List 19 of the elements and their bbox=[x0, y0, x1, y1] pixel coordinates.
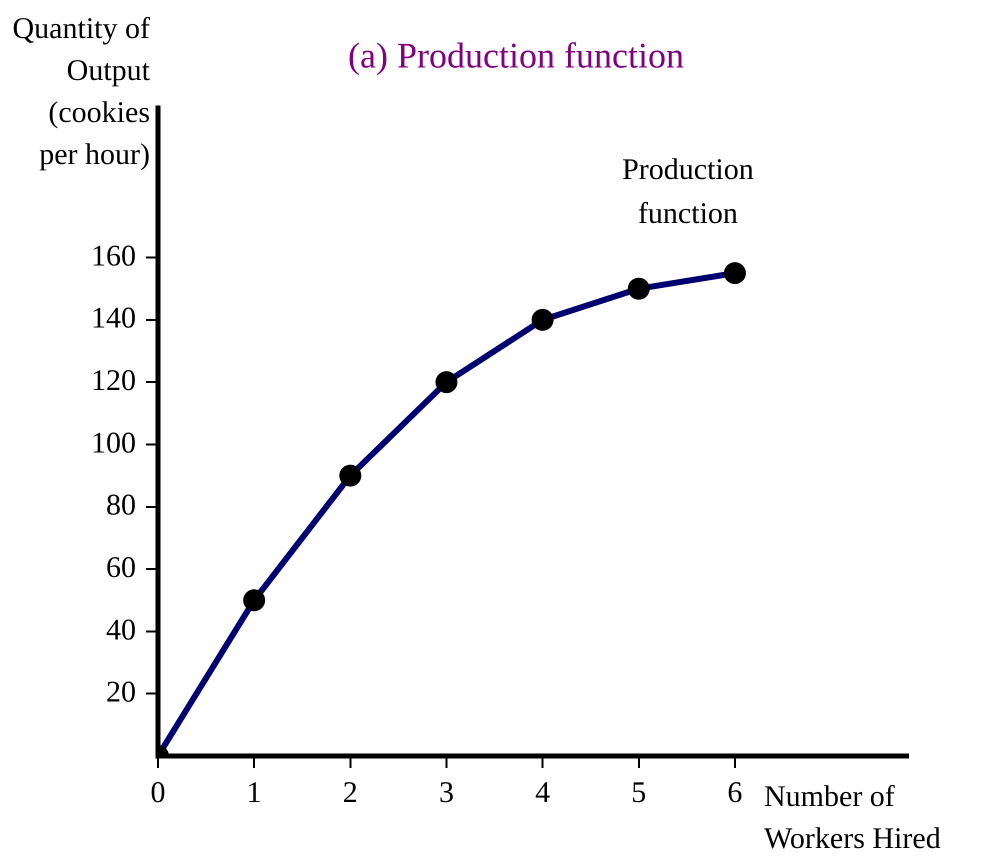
x-tick-label: 3 bbox=[438, 776, 454, 809]
y-tick-label: 120 bbox=[91, 364, 136, 398]
x-tick-label: 1 bbox=[246, 776, 262, 809]
y-tick-label: 140 bbox=[91, 302, 136, 335]
chart-title: (a) Production function bbox=[348, 35, 684, 76]
y-tick-label: 80 bbox=[106, 488, 136, 522]
x-tick-label: 2 bbox=[342, 776, 358, 809]
x-tick-label: 5 bbox=[631, 776, 646, 809]
y-tick-label: 160 bbox=[91, 239, 136, 272]
y-tick-label: 40 bbox=[106, 613, 136, 646]
x-tick-label: 6 bbox=[727, 776, 742, 809]
x-tick-label: 0 bbox=[150, 776, 166, 809]
y-tick-label: 100 bbox=[91, 426, 136, 460]
x-axis-title: Number of Workers Hired bbox=[764, 780, 941, 855]
x-tick-label: 4 bbox=[535, 776, 550, 809]
y-tick-label: 20 bbox=[106, 676, 136, 709]
series-label: Production function bbox=[622, 152, 754, 230]
y-axis-title: Quantity of Output (cookies per hour) bbox=[12, 12, 151, 171]
y-tick-label: 60 bbox=[106, 550, 136, 584]
